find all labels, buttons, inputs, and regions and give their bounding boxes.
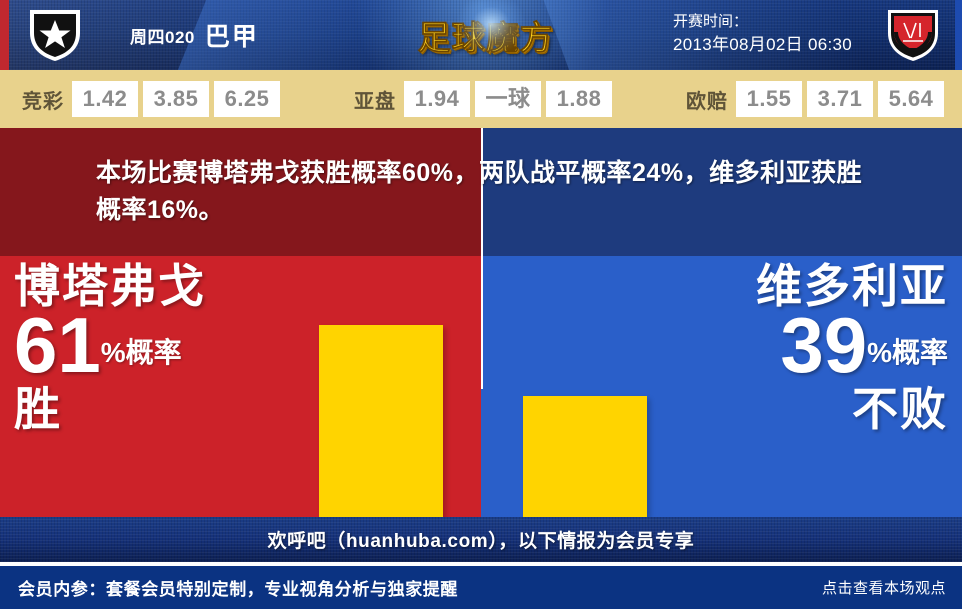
- odds-cell-away[interactable]: 1.88: [546, 81, 612, 117]
- promo-banner-text: 欢呼吧（huanhuba.com），以下情报为会员专享: [267, 531, 695, 552]
- odds-cell-home[interactable]: 1.42: [72, 81, 138, 117]
- home-team-name: 博塔弗戈: [14, 260, 206, 312]
- footer-separator: [0, 562, 962, 566]
- away-statement-band: [481, 128, 962, 256]
- home-probability-bar: [319, 325, 443, 517]
- home-statement-band: [0, 128, 481, 256]
- odds-cell-home[interactable]: 1.94: [404, 81, 470, 117]
- match-league-label: 巴甲: [204, 23, 259, 51]
- odds-cell-handicap[interactable]: 一球: [475, 81, 541, 117]
- footer-note-text: 会员内参：套餐会员特别定制，专业视角分析与独家提醒: [18, 580, 458, 599]
- odds-cell-draw[interactable]: 3.85: [143, 81, 209, 117]
- away-team-name: 维多利亚: [756, 260, 948, 312]
- odds-group-label: 欧赔: [686, 90, 728, 113]
- panel-divider: [481, 128, 483, 389]
- home-team-block: 博塔弗戈 61 %概率 胜: [14, 260, 314, 436]
- away-percent-row: 39 %概率: [648, 301, 948, 390]
- kickoff-time: 2013年08月02日 06:30: [672, 34, 852, 54]
- odds-cell-draw[interactable]: 3.71: [807, 81, 873, 117]
- kickoff-label: 开赛时间：: [672, 13, 748, 30]
- odds-cell-home[interactable]: 1.55: [736, 81, 802, 117]
- odds-group-label: 亚盘: [354, 90, 396, 113]
- odds-group-asian-handicap: 亚盘 1.94 一球 1.88: [354, 70, 612, 128]
- away-result-label: 不败: [852, 383, 948, 436]
- promo-banner: 欢呼吧（huanhuba.com），以下情报为会员专享: [0, 517, 962, 562]
- odds-group-label: 竞彩: [22, 90, 64, 113]
- odds-cell-away[interactable]: 5.64: [878, 81, 944, 117]
- odds-group-european: 欧赔 1.55 3.71 5.64: [686, 70, 944, 128]
- away-probability-bar: [523, 396, 647, 517]
- odds-bar: 竞彩 1.42 3.85 6.25 亚盘 1.94 一球 1.88 欧赔 1.5…: [0, 70, 962, 128]
- kickoff-block: 开赛时间： 2013年08月02日 06:30: [673, 11, 852, 57]
- match-round-label: 周四020: [130, 27, 195, 47]
- odds-cell-away[interactable]: 6.25: [214, 81, 280, 117]
- vitoria-crest-icon: [888, 10, 938, 61]
- home-percent-value: 61: [14, 301, 101, 390]
- header-left-accent-stripe: [0, 0, 9, 70]
- header-right-accent-stripe: [955, 0, 962, 70]
- away-percent-value: 39: [780, 301, 868, 390]
- odds-group-jingcai: 竞彩 1.42 3.85 6.25: [22, 70, 280, 128]
- header: 周四020 巴甲 足球魔方 开赛时间： 2013年08月02日 06:30: [0, 0, 962, 70]
- away-percent-suffix: %概率: [867, 337, 948, 369]
- home-percent-suffix: %概率: [100, 337, 182, 369]
- away-team-block: 维多利亚 39 %概率 不败: [648, 260, 948, 436]
- home-result-label: 胜: [14, 383, 62, 436]
- match-meta: 周四020 巴甲: [130, 12, 259, 58]
- footer-bar: 会员内参：套餐会员特别定制，专业视角分析与独家提醒 点击查看本场观点: [0, 566, 962, 609]
- site-logo[interactable]: 足球魔方: [398, 0, 573, 62]
- site-logo-text: 足球魔方: [417, 19, 554, 57]
- botafogo-crest-icon: [30, 10, 80, 61]
- view-match-opinion-link[interactable]: 点击查看本场观点: [821, 580, 946, 597]
- home-percent-row: 61 %概率: [14, 301, 314, 390]
